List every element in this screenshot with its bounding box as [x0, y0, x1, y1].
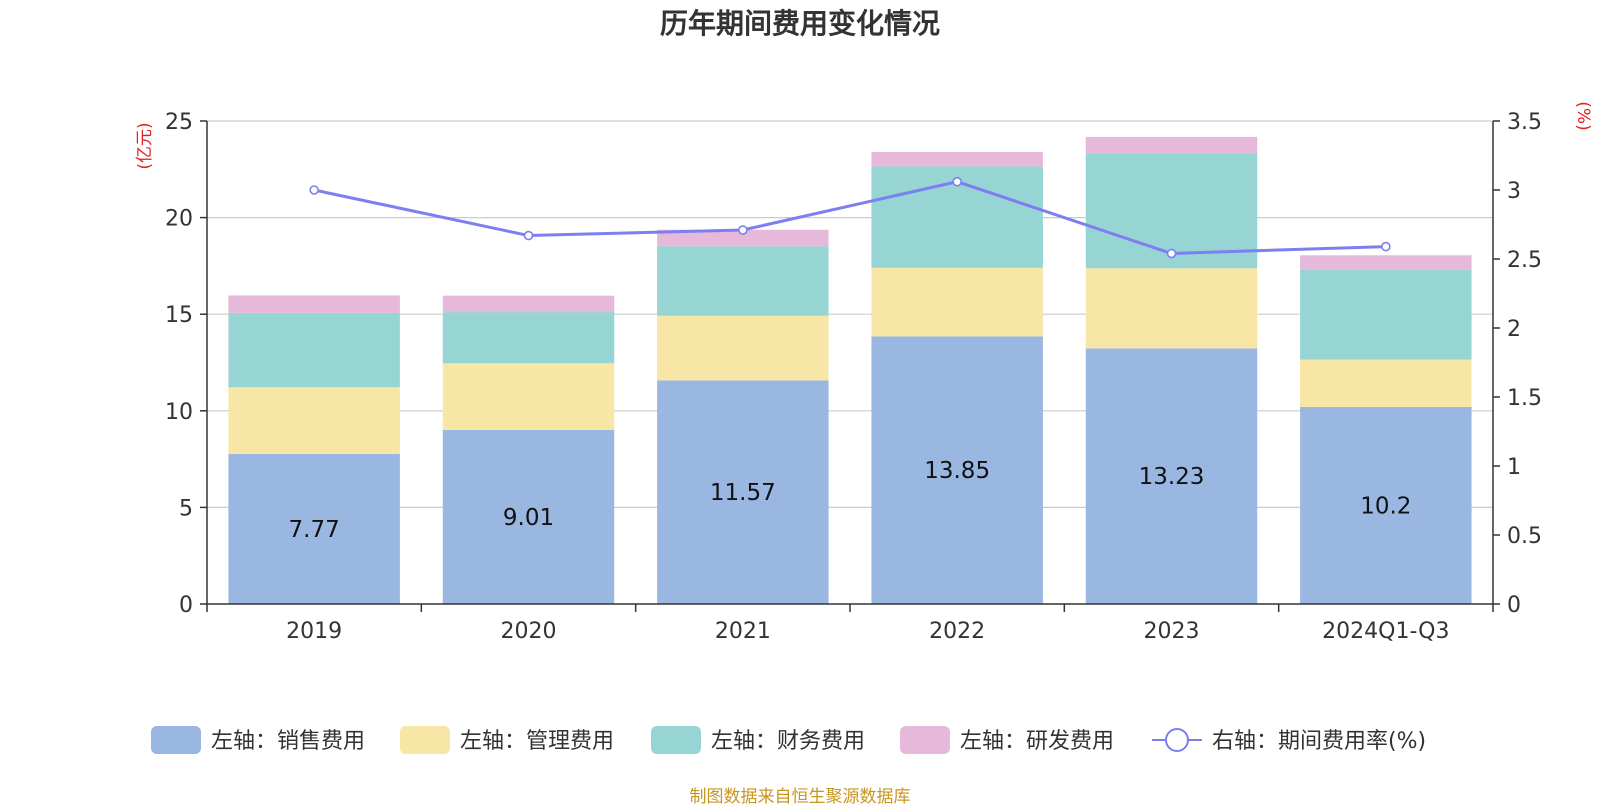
bar-segment [1085, 268, 1258, 349]
legend-label: 左轴：销售费用 [211, 729, 365, 754]
rate-point [523, 230, 534, 241]
rate-point [309, 185, 319, 195]
right-axis-unit: (%) [1573, 101, 1593, 130]
axes: 0 5 10 15 20 25 0 0.5 1 1.5 2 2.5 3 3.5 2019 2020 2021 20… [135, 101, 1593, 644]
bar-data-labels: 7.77 9.01 11.57 13.85 13.23 10.2 [289, 458, 1412, 543]
bar-segment [1300, 406, 1472, 604]
bar-segment [228, 312, 400, 388]
bar-segment [442, 429, 615, 604]
rate-line [309, 176, 1391, 259]
x-tick-label: 2021 [715, 619, 771, 644]
bar-value-label: 10.2 [1360, 493, 1411, 519]
left-tick-label: 20 [165, 207, 193, 232]
rate-point [1381, 241, 1391, 252]
chart-title: 历年期间费用变化情况 [659, 7, 940, 40]
bar-segment [871, 151, 1043, 167]
right-tick-label: 0 [1507, 593, 1521, 618]
rate-point [952, 176, 962, 187]
bar-value-label: 7.77 [289, 517, 340, 543]
left-tick-label: 10 [165, 400, 193, 425]
bar-value-label: 11.57 [710, 480, 776, 506]
bar-segment [442, 295, 615, 313]
legend-swatch [900, 726, 950, 754]
right-tick-label: 3 [1507, 179, 1521, 204]
bar-segment [657, 229, 829, 247]
bar-segment [228, 295, 400, 313]
left-tick-label: 25 [165, 110, 193, 135]
bar-value-label: 9.01 [503, 505, 554, 531]
left-tick-label: 0 [179, 593, 193, 618]
rate-point [1166, 248, 1177, 259]
legend-swatch [651, 726, 701, 754]
rate-point [738, 225, 748, 235]
legend-label: 右轴：期间费用率(%) [1212, 729, 1426, 754]
bar-segment [228, 387, 400, 454]
left-tick-label: 15 [165, 303, 193, 328]
bar-segment [442, 363, 615, 430]
stacked-bars [228, 136, 1472, 604]
bar-segment [228, 453, 400, 604]
bar-segment [1300, 255, 1472, 270]
left-tick-label: 5 [179, 496, 193, 521]
grid-lines [207, 120, 1493, 508]
bar-segment [1085, 348, 1258, 604]
bar-segment [657, 315, 829, 381]
right-tick-label: 3.5 [1507, 110, 1542, 135]
legend: 左轴：销售费用 左轴：管理费用 左轴：财务费用 左轴：研发费用 右轴：期间费用率(%) [151, 726, 1426, 754]
bar-segment [657, 246, 829, 316]
right-tick-label: 1 [1507, 455, 1521, 480]
legend-swatch [400, 726, 450, 754]
x-tick-label: 2023 [1144, 619, 1200, 644]
rate-series-line [313, 180, 1386, 255]
x-tick-label: 2019 [286, 619, 342, 644]
right-tick-label: 1.5 [1507, 386, 1542, 411]
x-tick-label: 2024Q1-Q3 [1322, 619, 1449, 644]
bar-value-label: 13.85 [924, 458, 990, 484]
bar-segment [442, 312, 615, 364]
x-tick-label: 2020 [501, 619, 557, 644]
bar-segment [1300, 269, 1472, 360]
bar-segment [871, 267, 1043, 337]
bar-segment [871, 336, 1043, 604]
source-note: 制图数据来自恒生聚源数据库 [689, 787, 911, 807]
legend-label: 左轴：研发费用 [960, 729, 1114, 754]
legend-label: 左轴：管理费用 [460, 729, 614, 754]
bar-value-label: 13.23 [1139, 464, 1205, 490]
right-tick-label: 2.5 [1507, 248, 1542, 273]
right-tick-label: 0.5 [1507, 524, 1542, 549]
bar-segment [657, 380, 829, 604]
x-tick-label: 2022 [929, 619, 985, 644]
bar-segment [1300, 359, 1472, 407]
bar-segment [1085, 136, 1258, 154]
legend-swatch [151, 726, 201, 754]
legend-label: 左轴：财务费用 [711, 729, 865, 754]
right-tick-label: 2 [1507, 317, 1521, 342]
legend-line-marker [1165, 728, 1189, 752]
left-axis-unit: (亿元) [135, 122, 155, 169]
